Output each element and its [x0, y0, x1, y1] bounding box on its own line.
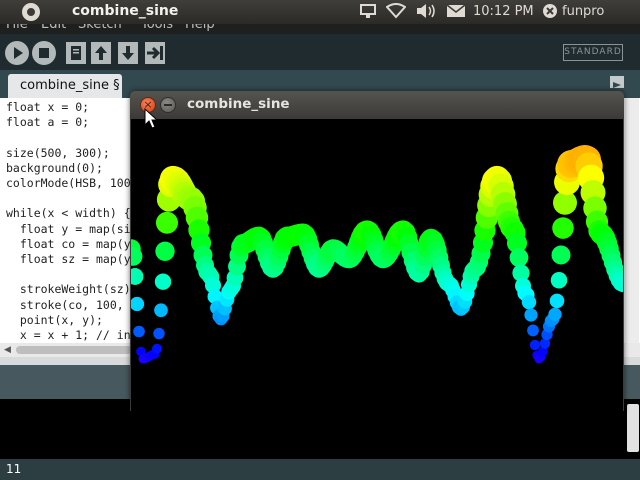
export-icon[interactable]	[145, 42, 165, 64]
menu-sketch[interactable]: Sketch	[78, 24, 122, 32]
code-line[interactable]: float co = map(y	[6, 236, 131, 251]
code-line[interactable]: point(x, y);	[6, 312, 103, 327]
editor-vertical-scrollbar[interactable]	[625, 98, 639, 344]
code-line[interactable]: while(x < width) {	[6, 206, 131, 221]
mode-button[interactable]: STANDARD	[563, 44, 623, 61]
wave-point	[512, 264, 530, 282]
console-scrollbar[interactable]	[627, 404, 639, 452]
clock[interactable]: 10:12 PM	[473, 4, 534, 19]
menu-file[interactable]: File	[6, 24, 28, 32]
menu-edit[interactable]: Edit	[41, 24, 67, 32]
code-text[interactable]: float x = 0; float a = 0; size(500, 300);…	[6, 100, 131, 343]
wave-point	[550, 271, 568, 289]
wave-point	[524, 308, 538, 322]
stop-icon[interactable]	[32, 41, 56, 65]
wave-point	[553, 190, 577, 215]
new-icon[interactable]	[66, 42, 86, 64]
active-app-title: combine_sine	[72, 3, 179, 19]
display-icon[interactable]	[359, 3, 377, 23]
sine-wave-drawing	[121, 144, 632, 364]
scroll-left-icon[interactable]: ◀	[4, 345, 11, 355]
wave-point	[155, 241, 175, 261]
wave-point	[207, 289, 223, 304]
wave-point	[549, 293, 565, 309]
ide-menubar: File Edit Sketch Tools Help	[0, 24, 640, 34]
code-line[interactable]: float x = 0;	[6, 100, 90, 114]
tab-combine-sine[interactable]: combine_sine §	[8, 74, 122, 98]
wifi-icon[interactable]	[385, 3, 407, 23]
wave-point	[155, 211, 179, 234]
volume-icon[interactable]	[415, 3, 437, 23]
wave-point	[126, 268, 144, 285]
code-line[interactable]: colorMode(HSB, 100	[6, 176, 131, 191]
wave-point	[529, 339, 541, 351]
tab-menu-arrow-icon[interactable]	[610, 76, 624, 88]
wave-point	[509, 248, 529, 267]
code-line[interactable]: float sz = map(y	[6, 252, 131, 267]
wave-point	[506, 232, 528, 254]
menu-help[interactable]: Help	[185, 24, 215, 32]
code-line[interactable]: background(0);	[6, 160, 103, 175]
wave-point	[538, 346, 548, 357]
minimize-icon[interactable]	[160, 97, 176, 113]
code-line[interactable]: stroke(co, 100,	[6, 297, 124, 312]
wave-point	[527, 324, 539, 337]
user-name[interactable]: funpro	[562, 4, 605, 19]
wave-point	[133, 325, 145, 338]
line-status-bar: 11	[0, 459, 640, 480]
code-line[interactable]: float a = 0;	[6, 115, 90, 130]
line-number: 11	[6, 462, 22, 476]
menu-tools[interactable]: Tools	[141, 24, 174, 32]
wave-point	[539, 338, 551, 349]
window-title: combine_sine	[187, 96, 290, 112]
wave-point	[154, 303, 168, 318]
wave-point	[136, 346, 146, 357]
ide-toolbar: STANDARD	[0, 34, 640, 70]
run-icon[interactable]	[5, 41, 29, 65]
code-line[interactable]: x = x + 1; // in	[6, 328, 131, 343]
wave-point	[551, 245, 571, 265]
code-line[interactable]: size(500, 300);	[6, 145, 110, 160]
save-icon[interactable]	[118, 42, 138, 64]
wave-point	[521, 294, 537, 310]
wave-point	[552, 217, 574, 239]
ubuntu-logo-icon[interactable]	[22, 3, 40, 21]
code-line[interactable]	[6, 130, 131, 145]
code-line[interactable]	[6, 267, 131, 282]
scroll-thumb[interactable]	[16, 346, 132, 354]
open-icon[interactable]	[91, 42, 111, 64]
wave-point	[153, 327, 165, 340]
wave-point	[152, 343, 162, 354]
system-panel: combine_sine 10:12 PM funpro	[0, 0, 640, 24]
mail-icon[interactable]	[446, 4, 466, 22]
wave-point	[548, 307, 562, 321]
sketch-window[interactable]: × combine_sine	[121, 91, 632, 411]
code-line[interactable]	[6, 191, 131, 206]
window-titlebar[interactable]: × combine_sine	[130, 91, 624, 118]
code-line[interactable]: strokeWeight(sz)	[6, 282, 131, 297]
mouse-cursor-icon	[144, 107, 159, 134]
sketch-canvas	[121, 119, 632, 411]
code-line[interactable]: float y = map(si	[6, 221, 131, 236]
wave-point	[154, 273, 172, 290]
power-icon[interactable]	[542, 3, 558, 23]
wave-point	[129, 296, 145, 312]
wave-point	[204, 277, 222, 294]
